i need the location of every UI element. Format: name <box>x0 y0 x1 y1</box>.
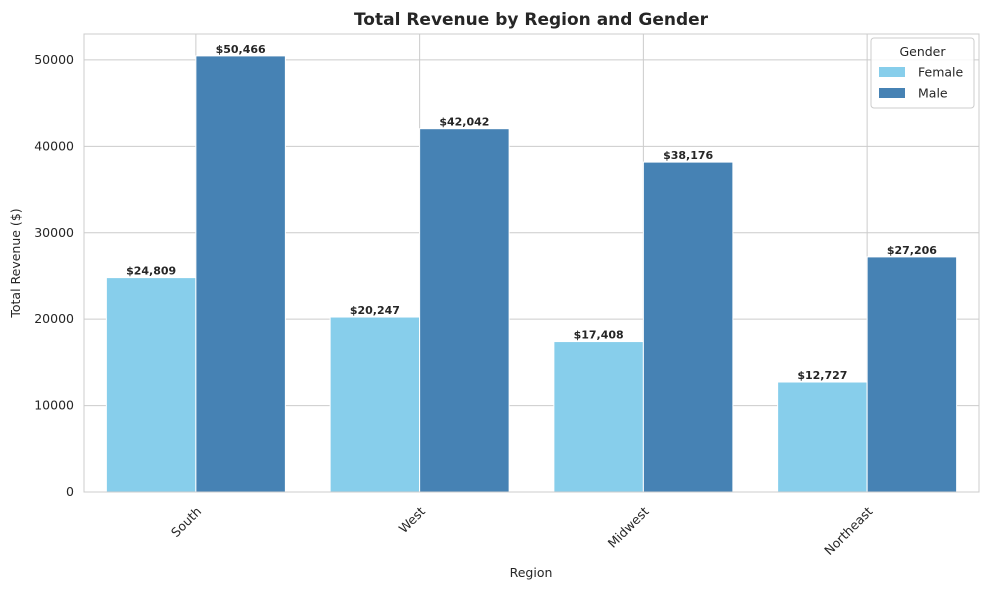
data-label: $24,809 <box>126 265 176 278</box>
plot-frame <box>83 33 980 493</box>
data-label: $38,176 <box>663 149 713 162</box>
y-tick-label: 20000 <box>34 311 74 326</box>
x-axis-label: Region <box>510 565 553 580</box>
y-axis-ticks: 0 10000 20000 30000 40000 50000 <box>34 52 74 499</box>
data-label: $17,408 <box>574 329 624 342</box>
y-tick-label: 10000 <box>34 398 74 413</box>
y-tick-label: 40000 <box>34 138 74 153</box>
data-label: $27,206 <box>887 244 937 257</box>
y-tick-label: 30000 <box>34 225 74 240</box>
bar-male-west <box>419 128 510 493</box>
legend: Gender Female Male <box>870 37 975 109</box>
chart-title: Total Revenue by Region and Gender <box>354 10 709 30</box>
data-labels: $24,809 $50,466 $20,247 $42,042 $17,408 $38,1… <box>126 43 937 382</box>
bar-female-south <box>105 277 197 493</box>
y-tick-label: 0 <box>66 484 74 499</box>
bar-male-south <box>195 55 286 493</box>
legend-swatch-female <box>879 67 905 77</box>
bar-female-midwest <box>553 341 644 493</box>
data-label: $50,466 <box>216 43 266 56</box>
legend-title: Gender <box>899 44 946 59</box>
data-label: $12,727 <box>797 369 847 382</box>
bar-male-northeast <box>866 256 958 493</box>
legend-label-male: Male <box>918 86 948 101</box>
data-label: $20,247 <box>350 304 400 317</box>
data-label: $42,042 <box>439 116 489 129</box>
legend-items: Female Male <box>879 65 964 101</box>
legend-label-female: Female <box>918 65 964 80</box>
legend-swatch-male <box>879 88 905 98</box>
bar-female-west <box>329 316 421 493</box>
y-tick-label: 50000 <box>34 52 74 67</box>
bar-female-northeast <box>777 381 868 493</box>
bar-male-midwest <box>642 161 734 493</box>
bars <box>105 55 958 493</box>
y-axis-label: Total Revenue ($) <box>8 208 23 318</box>
